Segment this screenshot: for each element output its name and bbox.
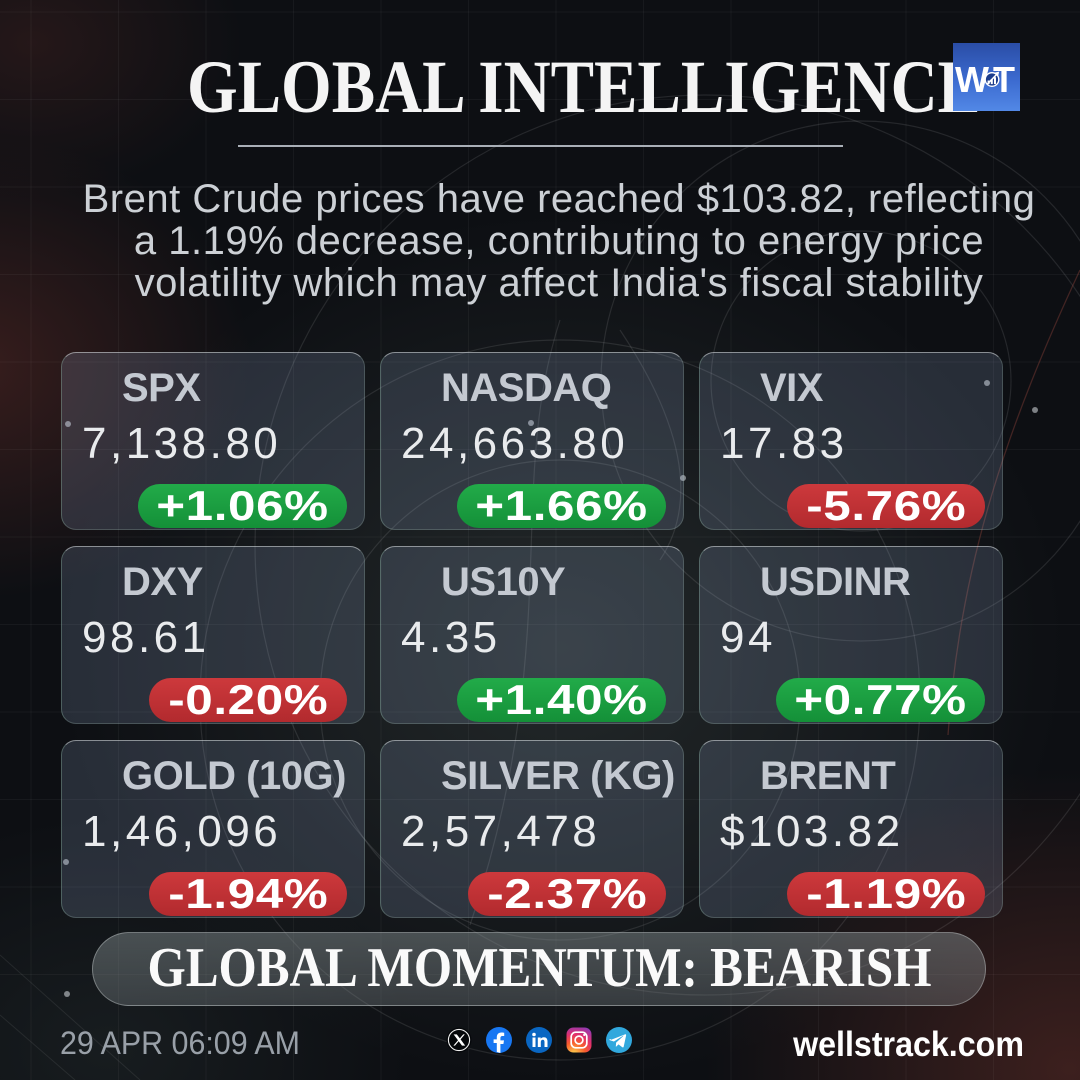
svg-text:W: W: [955, 59, 989, 100]
svg-text:T: T: [993, 59, 1015, 100]
